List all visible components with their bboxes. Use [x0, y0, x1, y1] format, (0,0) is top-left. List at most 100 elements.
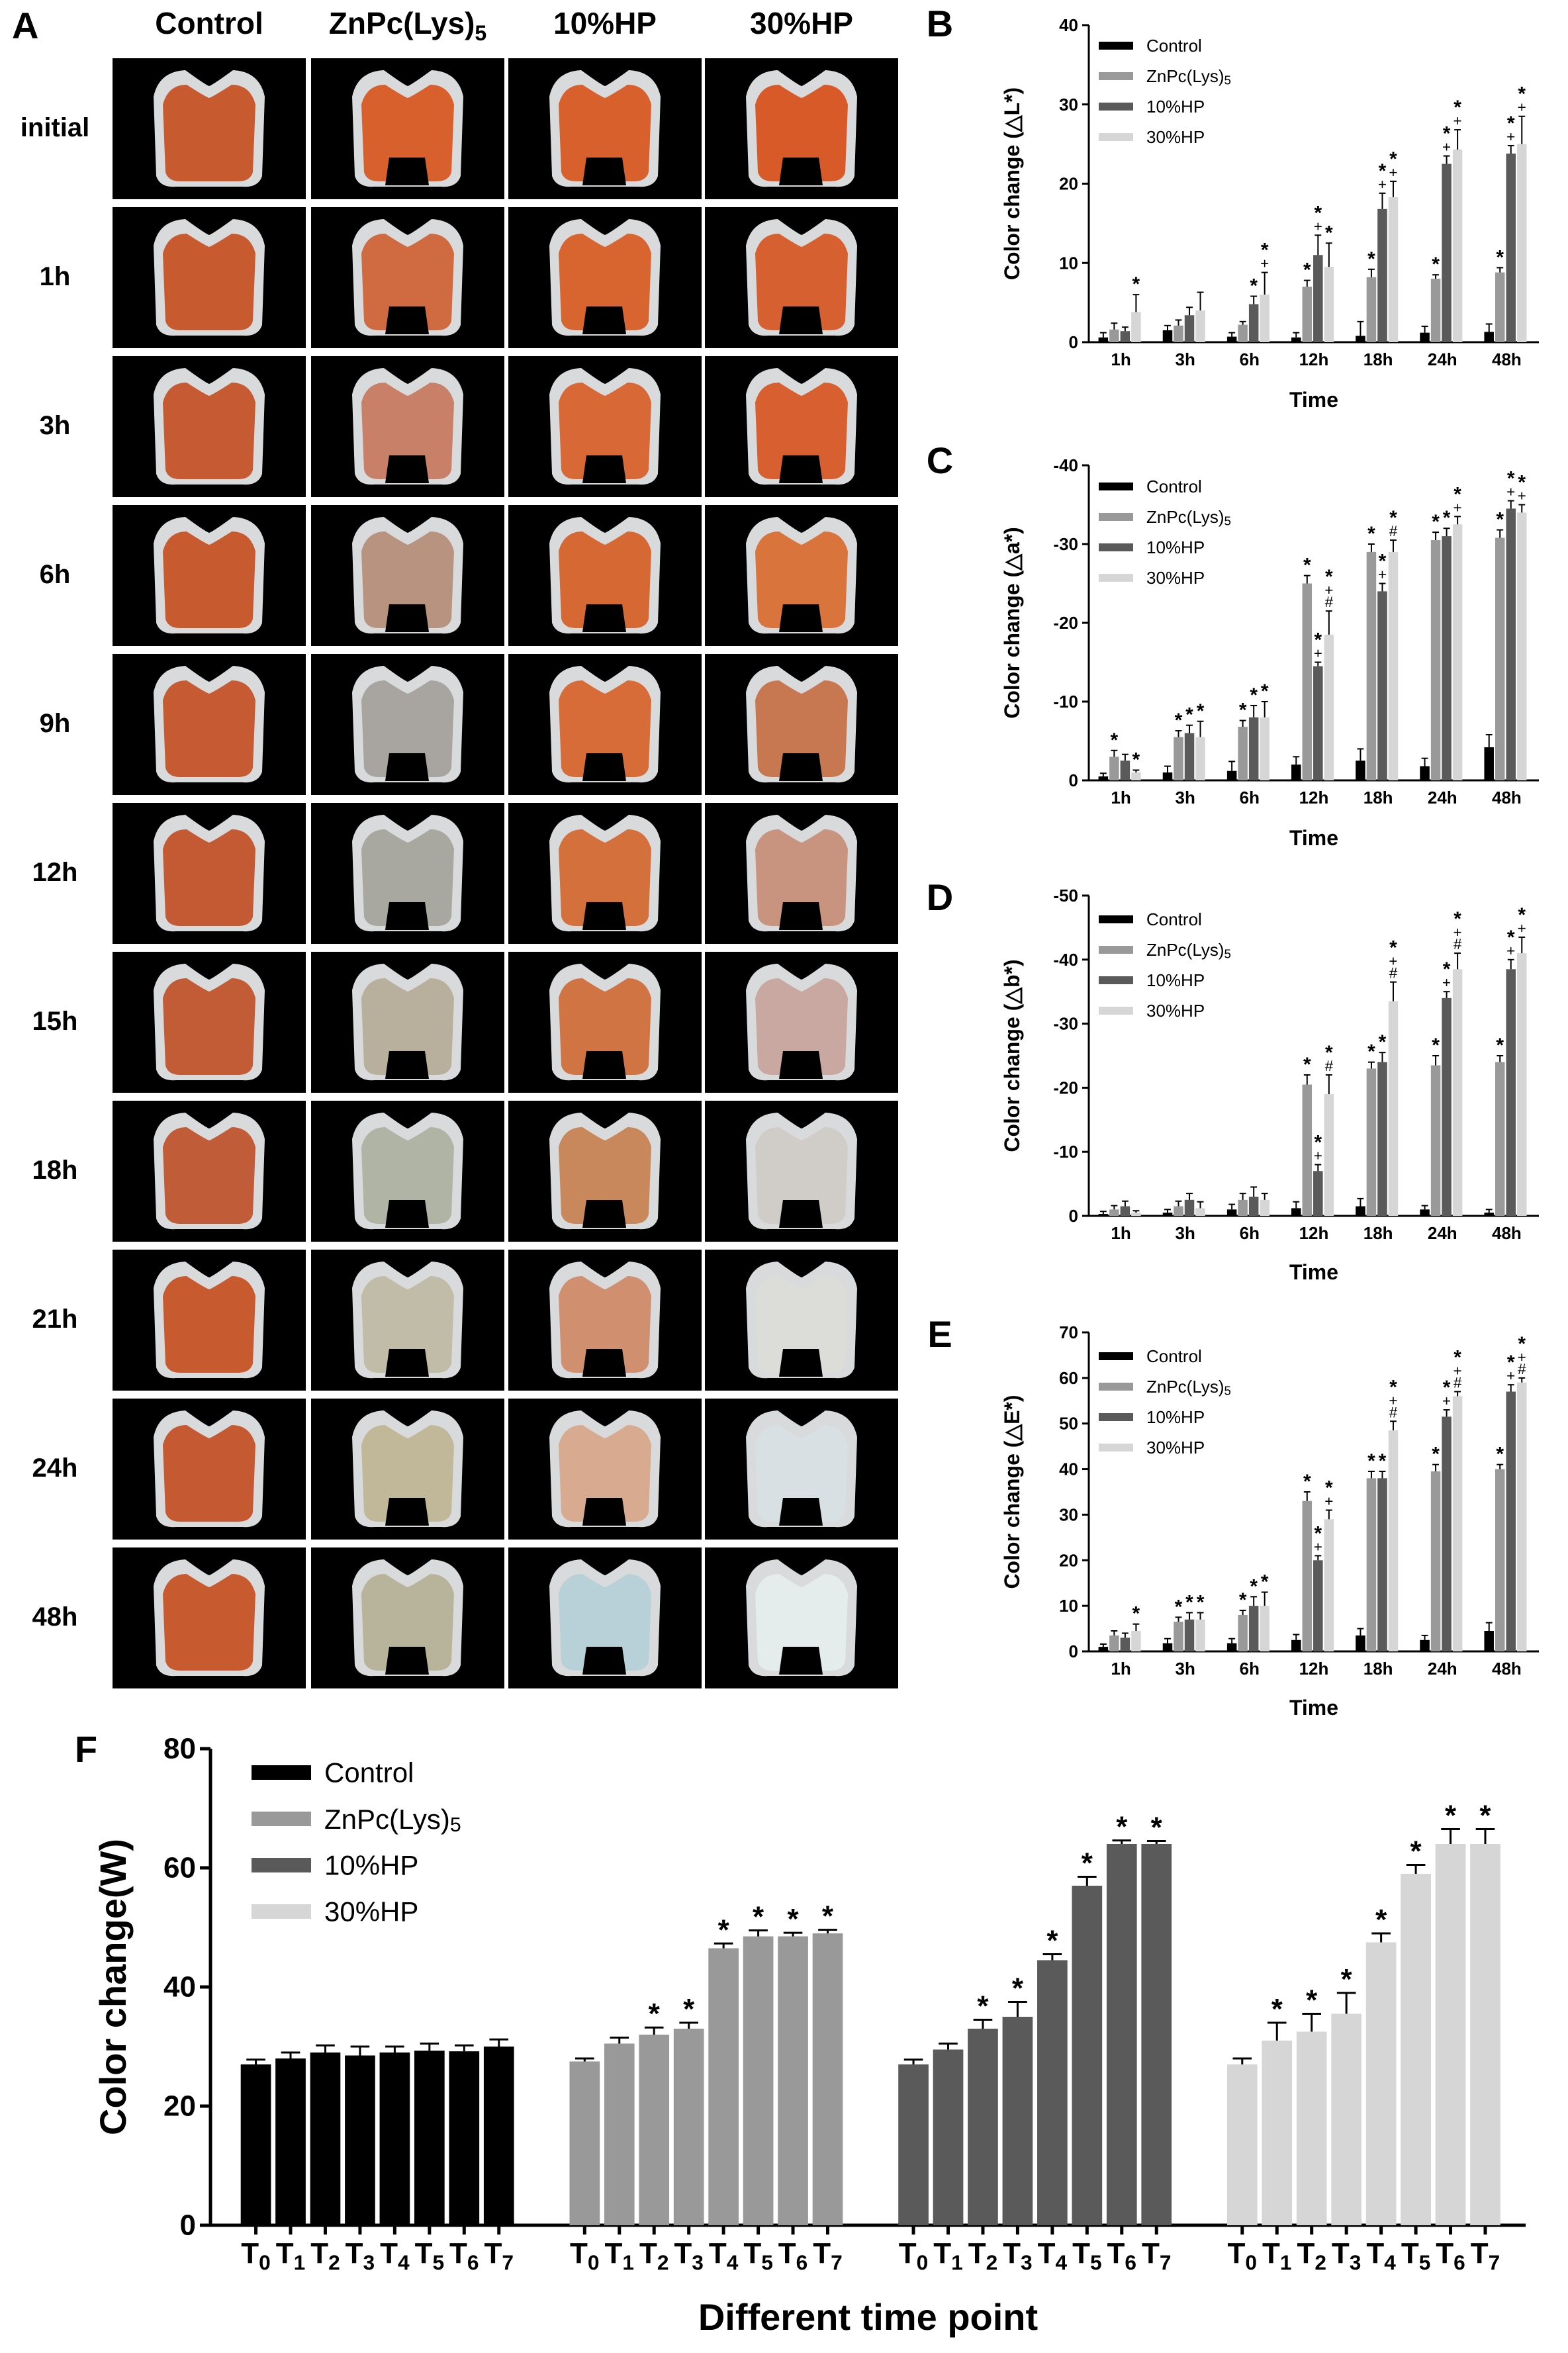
x-tick-label: T4	[380, 2237, 410, 2274]
bar	[1238, 324, 1248, 342]
tooth-photo	[508, 1399, 702, 1540]
bar	[1195, 737, 1205, 780]
y-tick-label: 30	[1059, 1504, 1078, 1524]
tooth-photo	[311, 1250, 504, 1391]
significance-mark: *	[1303, 1471, 1311, 1493]
significance-mark: +	[1389, 1392, 1397, 1408]
bar	[1131, 312, 1141, 342]
x-tick-label: 6h	[1240, 1223, 1260, 1243]
tooth-photo	[311, 803, 504, 944]
significance-mark: *	[1314, 1132, 1322, 1154]
significance-mark: *	[683, 1993, 695, 2025]
bar	[1248, 1196, 1259, 1216]
significance-mark: +	[1506, 1367, 1515, 1384]
y-tick-label: -30	[1053, 534, 1078, 554]
bar	[1195, 1208, 1205, 1216]
row-label: 48h	[32, 1602, 78, 1632]
x-tick-label: 24h	[1428, 349, 1457, 369]
y-tick-label: 10	[1059, 253, 1078, 273]
column-header: 10%HP	[553, 6, 657, 40]
significance-mark: *	[1496, 509, 1504, 531]
tooth-photo	[311, 207, 504, 348]
significance-mark: *	[1132, 1603, 1140, 1625]
x-tick-label: 1h	[1111, 349, 1130, 369]
legend-swatch	[1099, 915, 1133, 923]
bar	[1420, 1209, 1430, 1216]
x-tick-label: 12h	[1299, 349, 1329, 369]
tooth-photo	[705, 1399, 898, 1540]
legend-label: Control	[324, 1757, 414, 1788]
bar	[483, 2047, 514, 2225]
significance-mark: *	[1367, 1450, 1375, 1472]
bar	[1484, 1213, 1494, 1216]
bar	[1442, 163, 1452, 342]
tooth-photo	[311, 58, 504, 199]
y-tick-label: -20	[1053, 613, 1078, 633]
tooth-photo	[508, 58, 702, 199]
significance-mark: *	[1132, 749, 1140, 771]
bar	[1106, 1844, 1137, 2225]
significance-mark: *	[1325, 222, 1333, 244]
y-tick-label: 40	[1059, 1459, 1078, 1479]
x-tick-label: T6	[1107, 2237, 1137, 2274]
y-axis-label: Color change (△b*)	[1000, 959, 1024, 1152]
significance-mark: *	[1375, 1904, 1387, 1936]
bar	[1226, 2064, 1258, 2225]
legend-label: ZnPc(Lys)5	[1146, 66, 1231, 87]
y-tick-label: -50	[1053, 886, 1078, 905]
significance-mark: +	[1442, 974, 1451, 991]
significance-mark: +	[1453, 924, 1462, 941]
bar	[1248, 717, 1259, 780]
legend-swatch	[1099, 574, 1133, 582]
bar	[1356, 336, 1365, 342]
x-tick-label: T7	[1142, 2237, 1172, 2274]
significance-mark: *	[1341, 1963, 1353, 1996]
x-axis-label: Time	[1289, 1696, 1338, 1720]
legend-swatch	[1099, 1383, 1133, 1391]
x-tick-label: T0	[899, 2237, 929, 2274]
significance-mark: *	[1389, 937, 1397, 959]
bar	[1452, 524, 1463, 780]
significance-mark: *	[1445, 1800, 1457, 1832]
bar	[1098, 1214, 1109, 1216]
significance-mark: *	[1239, 700, 1247, 721]
x-tick-label: T4	[1038, 2237, 1068, 2274]
significance-mark: *	[1250, 684, 1258, 706]
x-tick-label: T4	[709, 2237, 739, 2274]
significance-mark: *	[1271, 1993, 1283, 2025]
bar	[1291, 337, 1301, 342]
significance-mark: *	[1325, 1042, 1333, 1064]
tooth-photo	[113, 1250, 306, 1391]
bar	[1162, 1643, 1173, 1651]
bar	[1109, 1209, 1119, 1216]
bar	[1377, 208, 1387, 342]
x-tick-label: 18h	[1363, 1659, 1393, 1679]
bar	[1435, 1844, 1466, 2225]
legend-label: 10%HP	[1146, 1407, 1205, 1427]
x-tick-label: 3h	[1176, 1223, 1195, 1243]
tooth-photo	[705, 803, 898, 944]
bar	[1420, 766, 1430, 780]
y-tick-label: 0	[180, 2209, 196, 2242]
legend-swatch	[252, 1765, 311, 1780]
legend-swatch	[1099, 103, 1133, 111]
legend-label: 30%HP	[1146, 1001, 1205, 1021]
x-tick-label: T3	[1332, 2237, 1361, 2274]
tooth-photo	[311, 505, 504, 646]
bar	[1365, 1942, 1397, 2225]
bar	[673, 2029, 704, 2225]
y-tick-label: -40	[1053, 455, 1078, 475]
significance-mark: *	[753, 1901, 764, 1933]
y-tick-label: 40	[1059, 15, 1078, 35]
significance-mark: +	[1378, 176, 1387, 193]
significance-mark: *	[1175, 1596, 1183, 1618]
significance-mark: *	[822, 1900, 834, 1933]
x-tick-label: 6h	[1240, 788, 1260, 807]
row-label: 18h	[32, 1155, 78, 1185]
bar	[1366, 277, 1377, 342]
significance-mark: *	[649, 1998, 661, 2030]
tooth-photo	[113, 58, 306, 199]
bar	[1262, 2041, 1293, 2225]
tooth-photo	[705, 654, 898, 795]
